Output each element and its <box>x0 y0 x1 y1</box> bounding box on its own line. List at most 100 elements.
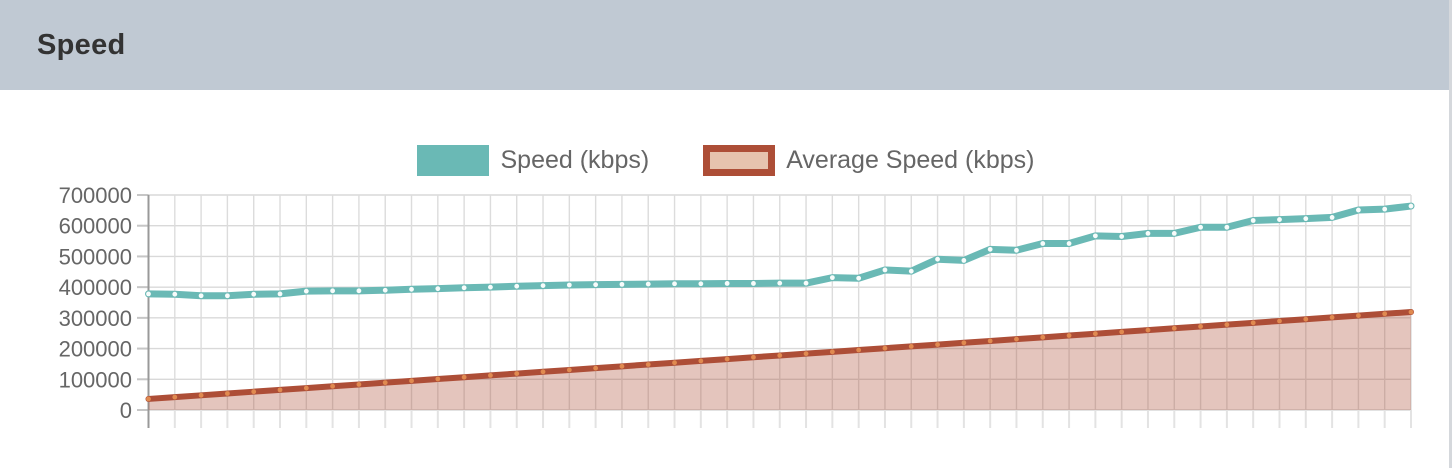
average-speed-point-marker <box>882 345 888 351</box>
y-axis-label: 200000 <box>59 337 132 362</box>
average-speed-point-marker <box>593 365 599 371</box>
average-speed-point-marker <box>1329 314 1335 320</box>
average-speed-point-marker <box>1145 327 1151 333</box>
speed-point-marker <box>356 288 362 294</box>
average-speed-point-marker <box>382 380 388 386</box>
legend-item-average-speed: Average Speed (kbps) <box>703 145 1035 176</box>
speed-point-marker <box>409 286 414 292</box>
average-speed-point-marker <box>1382 311 1388 317</box>
average-speed-point-marker <box>698 358 704 364</box>
y-axis-label: 600000 <box>59 214 132 239</box>
legend-label-speed: Speed (kbps) <box>500 146 650 174</box>
average-speed-point-marker <box>777 353 783 358</box>
y-axis-label: 500000 <box>59 244 132 269</box>
scrollbar-track[interactable] <box>1449 0 1452 468</box>
chart-legend: Speed (kbps) Average Speed (kbps) <box>0 145 1452 176</box>
average-speed-point-marker <box>724 356 730 362</box>
average-speed-point-marker <box>803 351 809 357</box>
average-speed-point-marker <box>619 363 625 369</box>
speed-point-marker <box>251 291 257 297</box>
average-speed-point-marker <box>251 389 257 395</box>
average-speed-point-marker <box>172 394 178 400</box>
speed-point-marker <box>1040 241 1046 246</box>
average-speed-point-marker <box>751 354 756 360</box>
speed-point-marker <box>1250 218 1256 223</box>
speed-point-marker <box>672 281 677 287</box>
speed-point-marker <box>777 280 783 286</box>
speed-point-marker <box>382 287 388 293</box>
average-speed-point-marker <box>1198 324 1203 329</box>
speed-point-marker <box>829 275 835 281</box>
average-speed-point-marker <box>409 378 414 384</box>
speed-point-marker <box>225 293 230 299</box>
average-speed-point-marker <box>225 391 230 396</box>
speed-point-marker <box>1408 203 1414 209</box>
average-speed-point-marker <box>540 369 546 375</box>
speed-point-marker <box>514 283 520 289</box>
y-axis-label: 100000 <box>59 367 132 392</box>
speed-point-marker <box>1066 241 1072 246</box>
speed-point-marker <box>566 282 572 288</box>
speed-point-marker <box>540 283 546 289</box>
average-speed-point-marker <box>1119 329 1125 335</box>
y-axis-label: 300000 <box>59 306 132 331</box>
speed-point-marker <box>330 288 336 294</box>
speed-point-marker <box>935 256 940 262</box>
average-speed-point-marker <box>146 396 151 402</box>
speed-point-marker <box>698 281 704 287</box>
speed-point-marker <box>1145 230 1151 236</box>
average-speed-point-marker <box>1040 334 1046 340</box>
average-speed-point-marker <box>566 367 572 373</box>
average-speed-point-marker <box>488 372 493 378</box>
average-speed-point-marker <box>987 338 993 344</box>
speed-point-marker <box>1014 247 1019 253</box>
average-speed-point-marker <box>330 383 336 389</box>
y-axis-label: 0 <box>120 398 132 423</box>
average-speed-point-marker <box>1171 325 1177 331</box>
speed-point-marker <box>1355 207 1361 213</box>
speed-point-marker <box>1329 215 1335 220</box>
speed-point-marker <box>277 291 283 297</box>
speed-point-marker <box>1198 224 1203 230</box>
average-speed-point-marker <box>1277 318 1282 324</box>
average-speed-point-marker <box>514 371 520 376</box>
speed-point-marker <box>856 275 862 281</box>
speed-point-marker <box>882 267 888 273</box>
speed-point-marker <box>645 281 651 287</box>
speed-point-marker <box>488 284 493 290</box>
average-speed-point-marker <box>1250 320 1256 326</box>
speed-point-marker <box>1303 216 1309 222</box>
speed-point-marker <box>1119 234 1125 239</box>
average-speed-point-marker <box>277 387 283 393</box>
speed-point-marker <box>619 281 625 287</box>
average-speed-point-marker <box>645 362 651 367</box>
average-speed-point-marker <box>1066 333 1072 338</box>
panel-title: Speed <box>37 28 126 61</box>
speed-point-marker <box>908 268 914 274</box>
speed-point-marker <box>303 288 309 294</box>
average-speed-point-marker <box>461 374 467 380</box>
average-speed-point-marker <box>672 360 677 366</box>
average-speed-point-marker <box>1303 316 1309 322</box>
average-speed-point-marker <box>1092 331 1098 337</box>
speed-point-marker <box>961 258 967 263</box>
speed-point-marker <box>1224 224 1230 230</box>
average-speed-point-marker <box>198 392 204 398</box>
average-speed-point-marker <box>435 376 441 382</box>
speed-point-marker <box>1092 233 1098 239</box>
average-speed-point-marker <box>303 385 309 391</box>
speed-point-marker <box>593 282 599 288</box>
average-speed-point-marker <box>935 342 940 347</box>
speed-point-marker <box>1277 217 1282 222</box>
speed-point-marker <box>1171 230 1177 236</box>
speed-point-marker <box>803 280 809 286</box>
average-speed-point-marker <box>1408 309 1414 315</box>
speed-point-marker <box>198 293 204 299</box>
average-speed-point-marker <box>908 343 914 349</box>
speed-point-marker <box>146 291 151 297</box>
legend-item-speed: Speed (kbps) <box>417 145 649 176</box>
speed-point-marker <box>724 281 730 286</box>
speed-point-marker <box>1382 206 1388 212</box>
average-speed-point-marker <box>1014 336 1019 342</box>
